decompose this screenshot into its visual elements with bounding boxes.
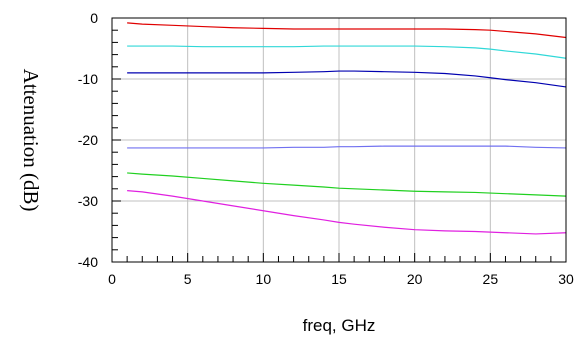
series-layer xyxy=(127,22,567,235)
series-line-4 xyxy=(127,145,567,149)
series-line-2 xyxy=(127,45,567,59)
x-axis-label: freq, GHz xyxy=(303,316,376,335)
series-line-6 xyxy=(127,190,567,235)
x-tick-label: 30 xyxy=(558,271,574,287)
grid xyxy=(112,18,566,262)
y-tick-label: -40 xyxy=(78,254,98,270)
y-axis-label: Attenuation (dB) xyxy=(19,69,43,212)
y-axis-ticks: 0 -10 -20 -30 -40 xyxy=(78,10,121,270)
x-tick-label: 10 xyxy=(256,271,272,287)
series-line-5 xyxy=(127,172,567,197)
y-tick-label: 0 xyxy=(90,10,98,26)
x-axis-ticks: 0 5 10 15 20 25 30 xyxy=(108,253,574,287)
x-tick-label: 0 xyxy=(108,271,116,287)
x-tick-label: 5 xyxy=(184,271,192,287)
x-tick-label: 20 xyxy=(407,271,423,287)
y-tick-label: -10 xyxy=(78,71,98,87)
series-line-1 xyxy=(127,22,567,39)
y-tick-label: -30 xyxy=(78,193,98,209)
y-tick-label: -20 xyxy=(78,132,98,148)
x-tick-label: 15 xyxy=(331,271,347,287)
series-line-3 xyxy=(127,70,567,88)
x-tick-label: 25 xyxy=(483,271,499,287)
